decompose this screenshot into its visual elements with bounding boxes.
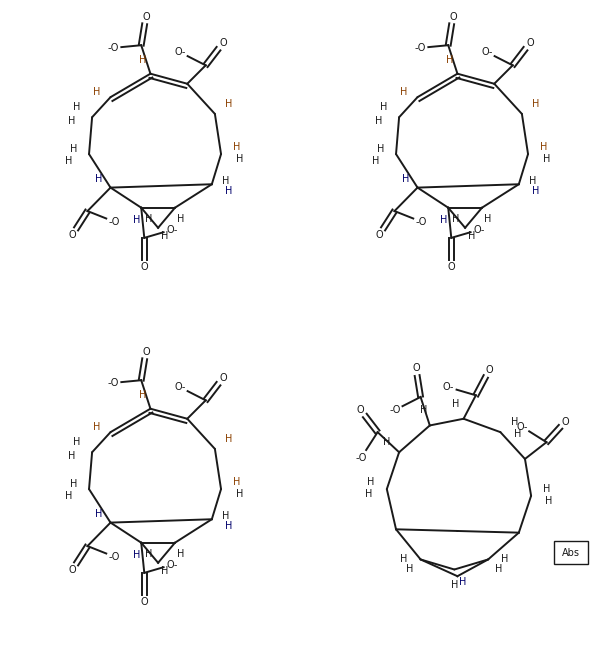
Text: H: H [400, 87, 408, 97]
Text: H: H [177, 214, 185, 224]
Text: H: H [467, 231, 475, 241]
Text: O: O [141, 597, 148, 607]
Text: H: H [73, 103, 80, 112]
Text: H: H [402, 174, 409, 184]
Text: O: O [68, 230, 76, 240]
Text: H: H [513, 429, 521, 439]
Text: H: H [145, 214, 153, 224]
Text: H: H [70, 144, 77, 154]
Text: -O: -O [416, 216, 427, 226]
Text: O: O [526, 38, 534, 48]
Text: H: H [133, 551, 141, 560]
Text: O: O [412, 363, 420, 373]
Text: H: H [365, 489, 373, 499]
Text: -O: -O [107, 43, 119, 53]
Text: H: H [236, 489, 243, 499]
Text: H: H [367, 478, 375, 487]
Text: H: H [145, 549, 153, 559]
Text: H: H [95, 174, 102, 184]
Text: H: H [70, 479, 77, 489]
Text: H: H [93, 87, 101, 97]
Text: O: O [142, 11, 150, 21]
Text: O-: O- [166, 225, 177, 234]
Text: H: H [406, 565, 414, 574]
Text: -O: -O [109, 216, 120, 226]
Text: H: H [236, 154, 243, 164]
Text: H: H [93, 422, 101, 432]
Text: H: H [225, 434, 233, 444]
Text: H: H [222, 176, 230, 186]
Text: H: H [377, 144, 384, 154]
Text: H: H [452, 214, 460, 224]
Text: O-: O- [481, 47, 492, 57]
Text: O: O [486, 365, 493, 375]
Text: -O: -O [107, 378, 119, 388]
Text: H: H [133, 216, 141, 225]
Text: O: O [375, 230, 383, 240]
Text: H: H [177, 549, 185, 559]
Text: H: H [446, 56, 454, 65]
Text: -O: -O [389, 405, 400, 415]
Text: O-: O- [473, 225, 484, 234]
Text: H: H [380, 103, 387, 112]
Text: H: H [225, 521, 233, 531]
Text: O-: O- [516, 421, 527, 431]
Text: H: H [495, 565, 503, 574]
Text: H: H [225, 99, 233, 109]
Text: H: H [420, 405, 427, 415]
Text: H: H [543, 154, 550, 164]
Text: Abs: Abs [562, 548, 580, 557]
Text: H: H [95, 509, 102, 519]
Text: H: H [139, 391, 147, 400]
Text: H: H [372, 156, 380, 165]
Text: H: H [529, 176, 537, 186]
Text: O: O [219, 38, 227, 48]
Text: H: H [233, 143, 240, 152]
Text: O: O [357, 405, 364, 415]
Text: H: H [68, 451, 76, 460]
Text: H: H [233, 478, 240, 487]
Text: H: H [139, 56, 147, 65]
Text: -O: -O [414, 43, 426, 53]
Text: H: H [65, 491, 73, 500]
Text: H: H [73, 438, 80, 447]
Text: H: H [451, 580, 458, 590]
Text: O-: O- [443, 383, 454, 392]
Text: O: O [219, 373, 227, 383]
Text: H: H [532, 99, 540, 109]
Text: H: H [543, 484, 551, 494]
Text: O: O [449, 11, 457, 21]
Text: H: H [160, 566, 168, 576]
Text: H: H [440, 216, 448, 225]
Text: O: O [142, 346, 150, 356]
Text: O: O [68, 565, 76, 575]
Text: H: H [510, 417, 518, 427]
Text: H: H [501, 555, 509, 564]
Text: H: H [160, 231, 168, 241]
Text: H: H [68, 116, 76, 125]
Text: O-: O- [174, 382, 185, 392]
Text: H: H [383, 438, 391, 447]
Text: -O: -O [356, 453, 367, 463]
Text: O-: O- [166, 560, 177, 570]
Text: H: H [484, 214, 492, 224]
Text: H: H [225, 186, 233, 196]
Text: H: H [459, 578, 467, 587]
Text: H: H [532, 186, 540, 196]
Bar [554, 541, 588, 564]
Text: H: H [375, 116, 383, 125]
Text: O: O [448, 262, 455, 272]
Text: O: O [562, 417, 569, 427]
Text: O-: O- [174, 47, 185, 57]
Text: H: H [400, 555, 408, 564]
Text: H: H [65, 156, 73, 165]
Text: O: O [141, 262, 148, 272]
Text: H: H [540, 143, 547, 152]
Text: -O: -O [109, 551, 120, 561]
Text: H: H [222, 511, 230, 521]
Text: H: H [545, 496, 553, 506]
Text: H: H [452, 399, 460, 409]
